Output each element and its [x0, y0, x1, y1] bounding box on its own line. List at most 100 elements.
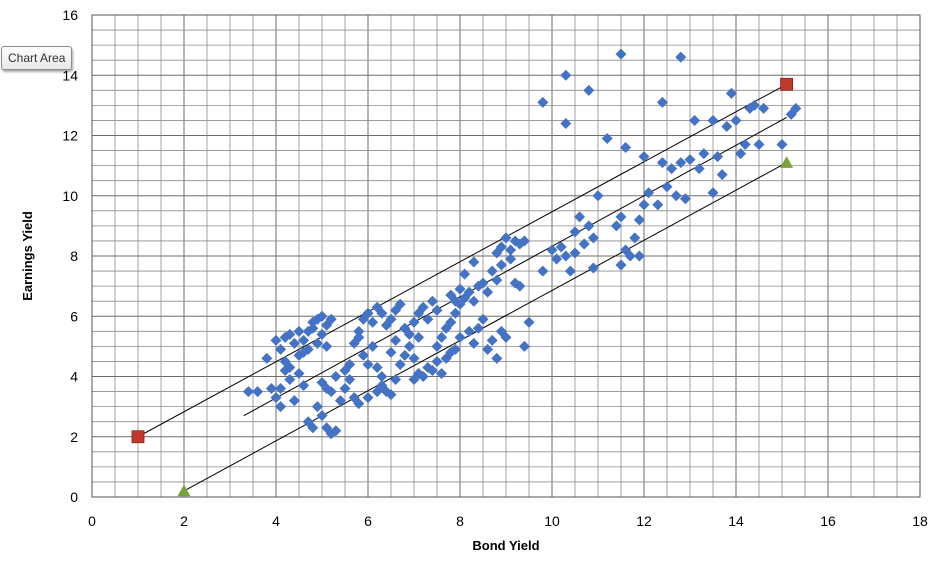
trend-line — [137, 83, 787, 438]
data-point-diamond — [555, 241, 567, 253]
data-point-diamond — [472, 322, 484, 334]
data-point-diamond — [560, 250, 572, 262]
data-point-diamond — [601, 133, 613, 145]
data-point-diamond — [284, 361, 296, 373]
data-point-diamond — [495, 241, 507, 253]
data-point-diamond — [482, 286, 494, 298]
data-point-diamond — [431, 304, 443, 316]
x-tick-label: 0 — [88, 513, 96, 529]
data-point-diamond — [468, 295, 480, 307]
data-point-diamond — [376, 307, 388, 319]
data-point-diamond — [353, 398, 365, 410]
data-point-diamond — [394, 358, 406, 370]
data-point-diamond — [390, 374, 402, 386]
data-point-diamond — [454, 283, 466, 295]
data-point-diamond — [325, 386, 337, 398]
y-tick-label: 10 — [62, 188, 78, 204]
data-points — [131, 48, 802, 497]
data-point-diamond — [758, 102, 770, 114]
data-point-diamond — [790, 102, 802, 114]
data-point-diamond — [275, 401, 287, 413]
data-point-diamond — [643, 187, 655, 199]
x-tick-label: 6 — [364, 513, 372, 529]
data-point-diamond — [537, 265, 549, 277]
data-point-diamond — [376, 371, 388, 382]
data-point-diamond — [638, 151, 650, 163]
data-point-diamond — [652, 199, 664, 211]
data-point-diamond — [615, 211, 627, 223]
data-point-triangle — [177, 484, 191, 497]
data-point-diamond — [500, 232, 512, 244]
data-point-diamond — [560, 117, 572, 129]
data-point-diamond — [583, 220, 595, 232]
y-axis-label: Earnings Yield — [20, 211, 35, 301]
data-point-diamond — [288, 337, 300, 349]
data-point-diamond — [417, 371, 429, 382]
data-point-diamond — [629, 232, 641, 244]
data-point-diamond — [394, 298, 406, 310]
data-point-diamond — [698, 148, 710, 160]
data-point-diamond — [468, 337, 480, 349]
y-tick-label: 8 — [70, 248, 78, 264]
data-point-diamond — [518, 235, 530, 247]
data-point-diamond — [436, 367, 448, 379]
data-point-diamond — [288, 395, 300, 407]
data-point-diamond — [505, 253, 517, 265]
data-point-diamond — [321, 340, 333, 352]
data-point-diamond — [587, 262, 599, 274]
data-point-diamond — [495, 259, 507, 271]
data-point-diamond — [560, 69, 572, 81]
data-point-diamond — [431, 340, 443, 352]
data-point-diamond — [638, 199, 650, 211]
data-point-diamond — [367, 316, 379, 328]
data-point-diamond — [753, 139, 765, 151]
data-point-square — [131, 430, 145, 444]
x-tick-label: 8 — [456, 513, 464, 529]
data-point-diamond — [275, 383, 287, 395]
data-point-diamond — [721, 120, 733, 132]
y-tick-label: 6 — [70, 308, 78, 324]
x-axis-label: Bond Yield — [472, 538, 539, 553]
data-point-diamond — [620, 142, 632, 154]
x-tick-label: 14 — [728, 513, 744, 529]
data-point-diamond — [670, 190, 682, 202]
data-point-diamond — [675, 157, 687, 169]
data-point-diamond — [463, 325, 475, 337]
data-point-diamond — [500, 331, 512, 343]
data-point-diamond — [551, 253, 563, 265]
data-point-diamond — [334, 395, 346, 407]
chart-area-tooltip: Chart Area — [1, 46, 73, 70]
data-point-diamond — [293, 325, 305, 337]
data-point-diamond — [633, 250, 645, 262]
data-point-diamond — [376, 380, 388, 392]
data-point-diamond — [486, 334, 498, 346]
data-point-diamond — [633, 214, 645, 226]
data-point-diamond — [311, 337, 323, 349]
data-point-diamond — [707, 114, 719, 126]
data-point-diamond — [390, 334, 402, 346]
data-point-diamond — [689, 114, 701, 126]
data-point-diamond — [307, 422, 319, 434]
data-point-diamond — [311, 401, 323, 413]
data-point-diamond — [385, 346, 397, 358]
data-point-diamond — [776, 139, 788, 151]
data-point-diamond — [362, 307, 374, 319]
data-point-diamond — [491, 274, 503, 286]
data-point-diamond — [344, 374, 356, 386]
data-point-diamond — [592, 190, 604, 202]
y-tick-label: 12 — [62, 128, 78, 144]
x-tick-label: 10 — [544, 513, 560, 529]
y-tick-label: 2 — [70, 429, 78, 445]
data-point-diamond — [353, 331, 365, 343]
data-point-diamond — [675, 51, 687, 63]
data-point-diamond — [693, 163, 705, 175]
data-point-diamond — [477, 313, 489, 325]
data-point-diamond — [413, 331, 425, 343]
data-point-diamond — [357, 349, 369, 361]
data-point-diamond — [518, 340, 530, 352]
data-point-diamond — [261, 352, 273, 364]
data-point-diamond — [624, 250, 636, 262]
data-point-diamond — [362, 358, 374, 370]
data-point-diamond — [302, 343, 314, 355]
